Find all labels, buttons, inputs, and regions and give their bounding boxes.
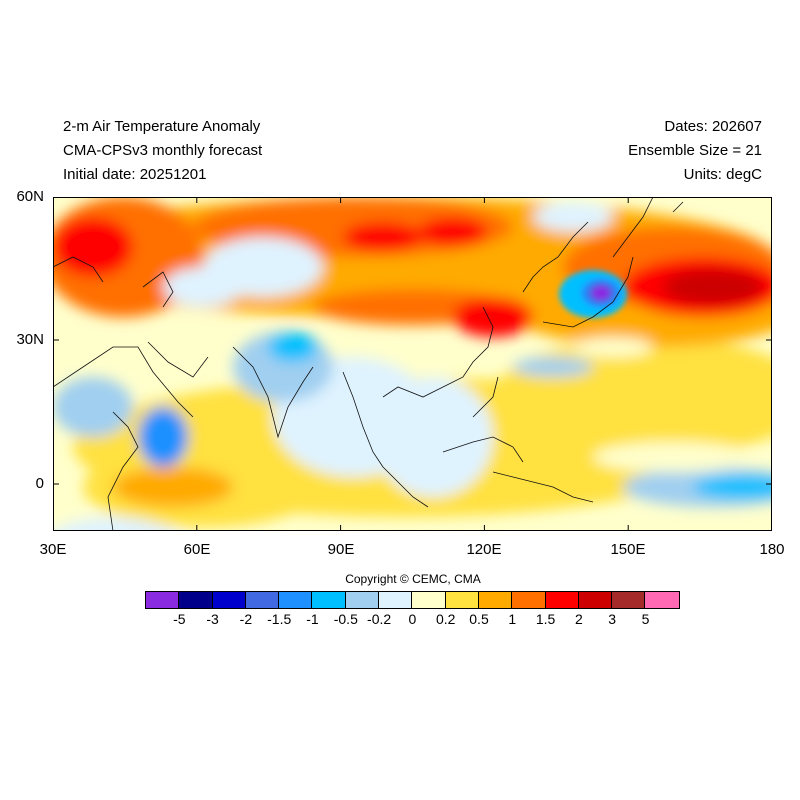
colorbar-swatch — [312, 592, 346, 608]
colorbar-tick-label: -0.5 — [333, 611, 358, 627]
units-label: Units: degC — [683, 166, 762, 183]
lon-label-150e: 150E — [610, 541, 646, 558]
colorbar-swatch — [445, 592, 479, 608]
anomaly-map-svg — [53, 197, 772, 531]
axis-ticks — [53, 197, 772, 531]
anomaly-map — [53, 197, 772, 531]
colorbar-swatch — [245, 592, 280, 608]
colorbar-tick-label: 0.5 — [469, 611, 489, 627]
colorbar — [145, 591, 680, 609]
model-label: CMA-CPSv3 monthly forecast — [63, 142, 263, 159]
colorbar-swatch — [179, 592, 213, 608]
colorbar-swatch — [478, 592, 513, 608]
colorbar-swatch — [146, 592, 180, 608]
colorbar-tick-label: 1 — [508, 611, 517, 627]
colorbar-swatch — [512, 592, 546, 608]
lat-label-0: 0 — [35, 475, 44, 492]
lon-label-180: 180 — [759, 541, 785, 558]
colorbar-swatch — [645, 592, 679, 608]
ensemble-label: Ensemble Size = 21 — [628, 142, 762, 159]
lon-label-90e: 90E — [327, 541, 355, 558]
colorbar-swatch — [545, 592, 579, 608]
colorbar-tick-label: -2 — [239, 611, 253, 627]
copyright-text: Copyright © CEMC, CMA — [345, 572, 481, 586]
colorbar-tick-label: -5 — [173, 611, 186, 627]
colorbar-tick-label: 0.2 — [435, 611, 456, 627]
colorbar-swatch — [578, 592, 613, 608]
colorbar-tick-label: -3 — [206, 611, 219, 627]
lat-label-60n: 60N — [16, 188, 44, 205]
colorbar-tick-label: -1.5 — [267, 611, 292, 627]
colorbar-tick-label: 5 — [641, 611, 650, 627]
lat-label-30n: 30N — [16, 331, 44, 348]
map-border — [53, 197, 772, 531]
colorbar-swatch — [279, 592, 313, 608]
colorbar-swatch — [345, 592, 380, 608]
chart-title: 2-m Air Temperature Anomaly — [63, 118, 261, 135]
colorbar-swatch — [612, 592, 646, 608]
colorbar-tick-label: 1.5 — [535, 611, 556, 627]
cold-anomaly-core — [559, 270, 627, 318]
lon-label-120e: 120E — [466, 541, 502, 558]
colorbar-tick-label: 3 — [608, 611, 617, 627]
colorbar-swatch — [412, 592, 446, 608]
colorbar-tick-label: -1 — [306, 611, 319, 627]
colorbar-swatch — [212, 592, 246, 608]
dates-label: Dates: 202607 — [664, 118, 762, 135]
colorbar-tick-label: 0 — [408, 611, 417, 627]
colorbar-tick-label: 2 — [574, 611, 583, 627]
lon-label-30e: 30E — [39, 541, 67, 558]
initial-date-label: Initial date: 20251201 — [63, 166, 207, 183]
lon-label-60e: 60E — [183, 541, 211, 558]
coastlines — [53, 197, 684, 531]
colorbar-tick-label: -0.2 — [367, 611, 392, 627]
colorbar-swatch — [379, 592, 413, 608]
